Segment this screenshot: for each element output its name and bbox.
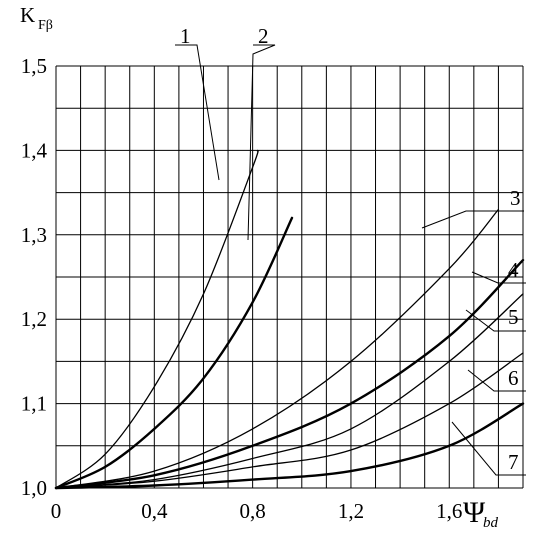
x-tick-label: 1,6: [436, 499, 462, 523]
curve-1-label: 1: [180, 24, 191, 48]
curve-5: [55, 293, 524, 489]
y-tick-label: 1,3: [21, 223, 47, 247]
curve-2-label: 2: [258, 24, 269, 48]
y-tick-label: 1,5: [21, 54, 47, 78]
curve-4: [54, 258, 525, 490]
x-axis-title: Ψ bd: [463, 496, 499, 531]
curve-4-label: 4: [508, 258, 519, 282]
curve-1-leader: [175, 44, 220, 181]
curve-labels: 1 2 3 4 5 6 7: [180, 24, 521, 474]
y-tick-label: 1,1: [21, 392, 47, 416]
x-tick-label: 1,2: [338, 499, 364, 523]
grid: [55, 65, 524, 489]
curve-5-label: 5: [508, 305, 519, 329]
y-axis-title: K Fβ: [20, 3, 53, 33]
curve-7: [54, 402, 525, 490]
curve-6: [55, 352, 524, 489]
curve-3: [55, 208, 500, 489]
curve-2: [54, 216, 294, 490]
y-tick-label: 1,4: [21, 138, 48, 162]
curve-4-leader: [471, 271, 526, 284]
curves: [54, 149, 525, 490]
curve-1: [55, 149, 259, 489]
tick-labels: 0 0,4 0,8 1,2 1,6 1,0 1,1 1,2 1,3 1,4 1,5: [21, 54, 463, 523]
y-tick-label: 1,2: [21, 307, 47, 331]
curve-6-label: 6: [508, 366, 519, 390]
x-tick-label: 0,8: [240, 499, 266, 523]
curve-5-leader: [465, 309, 526, 332]
y-axis-title-main: K: [20, 3, 35, 27]
curve-3-leader: [421, 210, 524, 229]
x-axis-title-subscript: bd: [483, 515, 499, 531]
curve-2-leader: [247, 44, 276, 241]
y-tick-label: 1,0: [21, 476, 47, 500]
curve-6-leader: [467, 369, 526, 392]
curve-leader-lines: [175, 44, 526, 476]
curve-7-label: 7: [508, 450, 519, 474]
curve-7-leader: [451, 421, 526, 476]
x-tick-label: 0: [51, 499, 62, 523]
x-tick-label: 0,4: [141, 499, 168, 523]
y-axis-title-subscript: Fβ: [38, 18, 53, 33]
x-axis-title-main: Ψ: [463, 496, 486, 529]
curve-3-label: 3: [510, 186, 521, 210]
